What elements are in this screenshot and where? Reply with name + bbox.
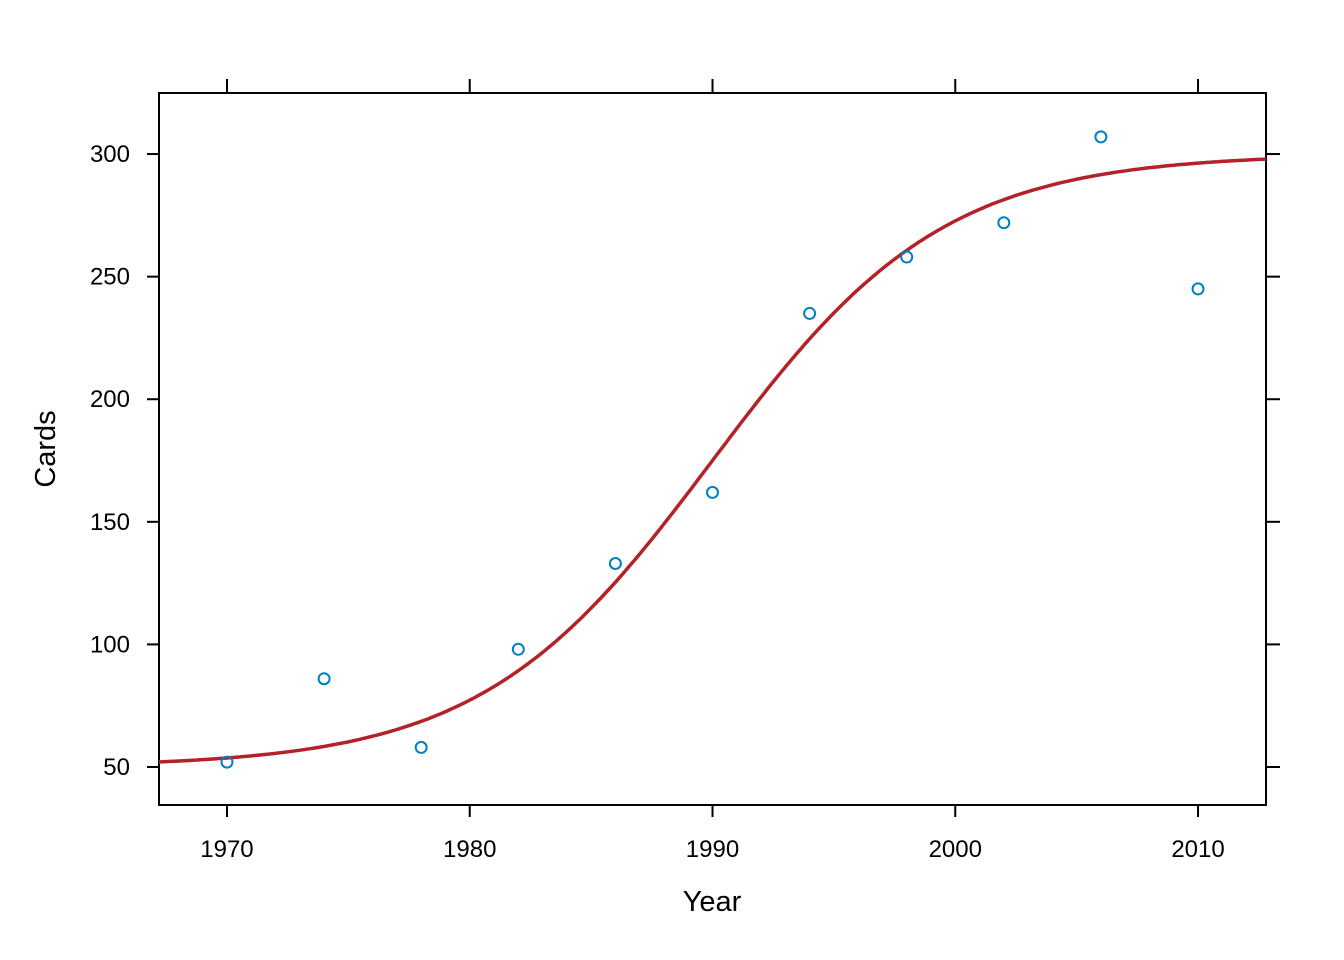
x-tick-label: 2010 [1171, 836, 1224, 863]
axis-ticks: 1970 1980 1990 2000 2010 50 100 150 200 250 300 [90, 79, 1280, 863]
y-tick-label: 100 [90, 631, 130, 658]
points-layer [220, 130, 1205, 769]
plot-frame [158, 92, 1267, 806]
data-point [511, 642, 525, 656]
y-tick-label: 300 [90, 141, 130, 168]
data-point [706, 485, 719, 499]
x-tick-label: 1980 [443, 836, 496, 863]
x-tick-label: 2000 [929, 836, 982, 863]
data-point [1094, 130, 1108, 144]
y-tick-label: 250 [90, 264, 130, 291]
data-point [414, 740, 428, 754]
x-axis-title: Year [683, 886, 742, 918]
data-point [803, 306, 817, 320]
data-point [1191, 282, 1205, 296]
y-tick-label: 200 [90, 386, 130, 413]
data-point [608, 556, 622, 570]
y-tick-label: 150 [90, 509, 130, 536]
data-point [900, 250, 914, 264]
fit-curve-layer [158, 157, 1267, 764]
y-tick-label: 50 [103, 754, 130, 781]
fit-curve [158, 157, 1267, 764]
y-axis-title: Cards [30, 410, 62, 487]
data-point [317, 672, 331, 686]
x-tick-label: 1990 [686, 836, 739, 863]
data-point [997, 216, 1011, 230]
x-tick-label: 1970 [200, 836, 253, 863]
data-point [220, 755, 234, 769]
